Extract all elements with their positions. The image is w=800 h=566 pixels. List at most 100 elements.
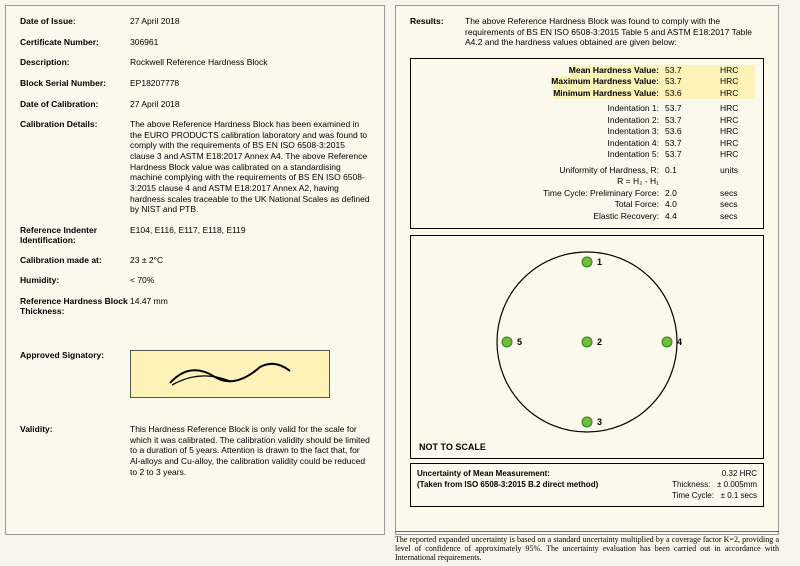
field-row: Certificate Number:306961: [20, 37, 370, 48]
indent-point: [662, 337, 672, 347]
field-value: 27 April 2018: [130, 16, 370, 27]
result-unit: secs: [720, 211, 755, 222]
extra-values: Uniformity of Hardness, R:0.1unitsR = H₂…: [419, 165, 755, 222]
approved-signatory-row: Approved Signatory:: [20, 350, 370, 398]
result-line: Indentation 4:53.7HRC: [419, 138, 755, 149]
result-label: Maximum Hardness Value:: [551, 76, 665, 87]
field-value: 306961: [130, 37, 370, 48]
result-label: Indentation 4:: [607, 138, 665, 149]
result-label: Uniformity of Hardness, R:: [559, 165, 665, 176]
results-box: Mean Hardness Value:53.7HRCMaximum Hardn…: [410, 58, 764, 229]
result-line: Mean Hardness Value:53.7HRC: [419, 65, 755, 76]
field-value: Rockwell Reference Hardness Block: [130, 57, 370, 68]
uncertainty-row-2: (Taken from ISO 6508-3:2015 B.2 direct m…: [417, 479, 757, 490]
result-label: Indentation 1:: [607, 103, 665, 114]
validity-text: This Hardness Reference Block is only va…: [130, 424, 370, 477]
field-value: 14.47 mm: [130, 296, 370, 316]
field-label: Reference Hardness Block Thickness:: [20, 296, 130, 316]
uncert-timecycle-val: ± 0.1 secs: [721, 491, 757, 500]
result-line: Indentation 2:53.7HRC: [419, 115, 755, 126]
result-label: Minimum Hardness Value:: [553, 88, 665, 99]
indent-point-label: 2: [597, 337, 602, 347]
field-value: 27 April 2018: [130, 99, 370, 110]
result-label: Indentation 2:: [607, 115, 665, 126]
not-to-scale-label: NOT TO SCALE: [417, 442, 757, 452]
result-line: Total Force:4.0secs: [419, 199, 755, 210]
result-unit: HRC: [720, 103, 755, 114]
uncert-mean-label: Uncertainty of Mean Measurement:: [417, 468, 550, 479]
result-label: Time Cycle: Preliminary Force:: [543, 188, 665, 199]
field-row: Calibration Details:The above Reference …: [20, 119, 370, 215]
result-value: 4.0: [665, 199, 720, 210]
field-row: Reference Indenter Identification:E104, …: [20, 225, 370, 245]
field-label: Description:: [20, 57, 130, 68]
indent-point: [502, 337, 512, 347]
results-label: Results:: [410, 16, 465, 48]
field-label: Calibration Details:: [20, 119, 130, 215]
signature-box: [130, 350, 330, 398]
field-row: Block Serial Number:EP18207778: [20, 78, 370, 89]
uncert-timecycle-label: Time Cycle:: [672, 491, 714, 500]
left-page: Date of Issue:27 April 2018Certificate N…: [5, 5, 385, 535]
result-unit: HRC: [720, 88, 755, 99]
result-value: 53.7: [665, 149, 720, 160]
indent-point-label: 3: [597, 417, 602, 427]
result-unit: HRC: [720, 126, 755, 137]
result-value: 53.7: [665, 65, 720, 76]
result-line: Indentation 1:53.7HRC: [419, 103, 755, 114]
field-value: E104, E116, E117, E118, E119: [130, 225, 370, 245]
result-label: Elastic Recovery:: [593, 211, 665, 222]
field-label: Certificate Number:: [20, 37, 130, 48]
indent-pattern-svg: 12345: [487, 242, 687, 442]
indent-point: [582, 257, 592, 267]
signature-icon: [160, 357, 300, 391]
result-unit: secs: [720, 199, 755, 210]
result-line: Indentation 5:53.7HRC: [419, 149, 755, 160]
field-value: 23 ± 2°C: [130, 255, 370, 266]
field-row: Date of Issue:27 April 2018: [20, 16, 370, 27]
result-unit: HRC: [720, 65, 755, 76]
result-unit: HRC: [720, 138, 755, 149]
indent-point: [582, 417, 592, 427]
result-unit: units: [720, 165, 755, 176]
result-line: Uniformity of Hardness, R:0.1units: [419, 165, 755, 176]
uncertainty-row-1: Uncertainty of Mean Measurement: 0.32 HR…: [417, 468, 757, 479]
diagram-box: 12345 NOT TO SCALE: [410, 235, 764, 459]
field-label: Humidity:: [20, 275, 130, 286]
result-value: 53.7: [665, 103, 720, 114]
uncert-thickness-label: Thickness:: [672, 480, 710, 489]
field-label: Date of Calibration:: [20, 99, 130, 110]
result-unit: HRC: [720, 149, 755, 160]
summary-values: Mean Hardness Value:53.7HRCMaximum Hardn…: [419, 65, 755, 99]
indent-point: [582, 337, 592, 347]
result-value: 53.6: [665, 88, 720, 99]
field-label: Date of Issue:: [20, 16, 130, 27]
field-label: Calibration made at:: [20, 255, 130, 266]
field-row: Humidity:< 70%: [20, 275, 370, 286]
result-value: 53.7: [665, 76, 720, 87]
indent-point-label: 1: [597, 257, 602, 267]
uncert-method-label: (Taken from ISO 6508-3:2015 B.2 direct m…: [417, 479, 598, 490]
result-label: Mean Hardness Value:: [569, 65, 665, 76]
field-row: Reference Hardness Block Thickness:14.47…: [20, 296, 370, 316]
result-unit: HRC: [720, 76, 755, 87]
result-value: 53.6: [665, 126, 720, 137]
field-row: Description:Rockwell Reference Hardness …: [20, 57, 370, 68]
results-intro-row: Results: The above Reference Hardness Bl…: [410, 16, 764, 48]
field-value: The above Reference Hardness Block has b…: [130, 119, 370, 215]
indentation-values: Indentation 1:53.7HRCIndentation 2:53.7H…: [419, 103, 755, 160]
result-label: Indentation 5:: [607, 149, 665, 160]
uncert-mean-val: 0.32 HRC: [722, 468, 757, 479]
validity-label: Validity:: [20, 424, 130, 477]
result-unit: secs: [720, 188, 755, 199]
certificate-fields: Date of Issue:27 April 2018Certificate N…: [20, 16, 370, 316]
result-label: R = H₂ - H₁: [617, 176, 665, 187]
footer-note: The reported expanded uncertainty is bas…: [395, 531, 779, 562]
result-label: Total Force:: [615, 199, 665, 210]
indent-point-label: 4: [677, 337, 682, 347]
field-label: Reference Indenter Identification:: [20, 225, 130, 245]
result-line: Indentation 3:53.6HRC: [419, 126, 755, 137]
right-page: Results: The above Reference Hardness Bl…: [395, 5, 779, 535]
result-line: Minimum Hardness Value:53.6HRC: [419, 88, 755, 99]
validity-row: Validity: This Hardness Reference Block …: [20, 424, 370, 477]
